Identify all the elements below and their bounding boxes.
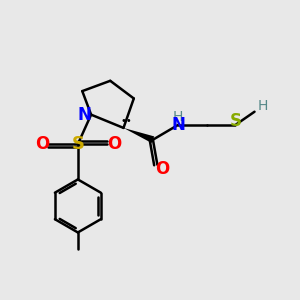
Text: O: O bbox=[35, 135, 49, 153]
Text: O: O bbox=[107, 135, 121, 153]
Text: N: N bbox=[78, 106, 92, 124]
Text: O: O bbox=[155, 160, 169, 178]
Text: ••: •• bbox=[121, 116, 132, 126]
Text: S: S bbox=[71, 135, 84, 153]
Text: H: H bbox=[173, 110, 183, 124]
Text: N: N bbox=[171, 116, 185, 134]
Text: H: H bbox=[258, 99, 268, 113]
Text: S: S bbox=[230, 112, 242, 130]
Polygon shape bbox=[124, 128, 154, 143]
